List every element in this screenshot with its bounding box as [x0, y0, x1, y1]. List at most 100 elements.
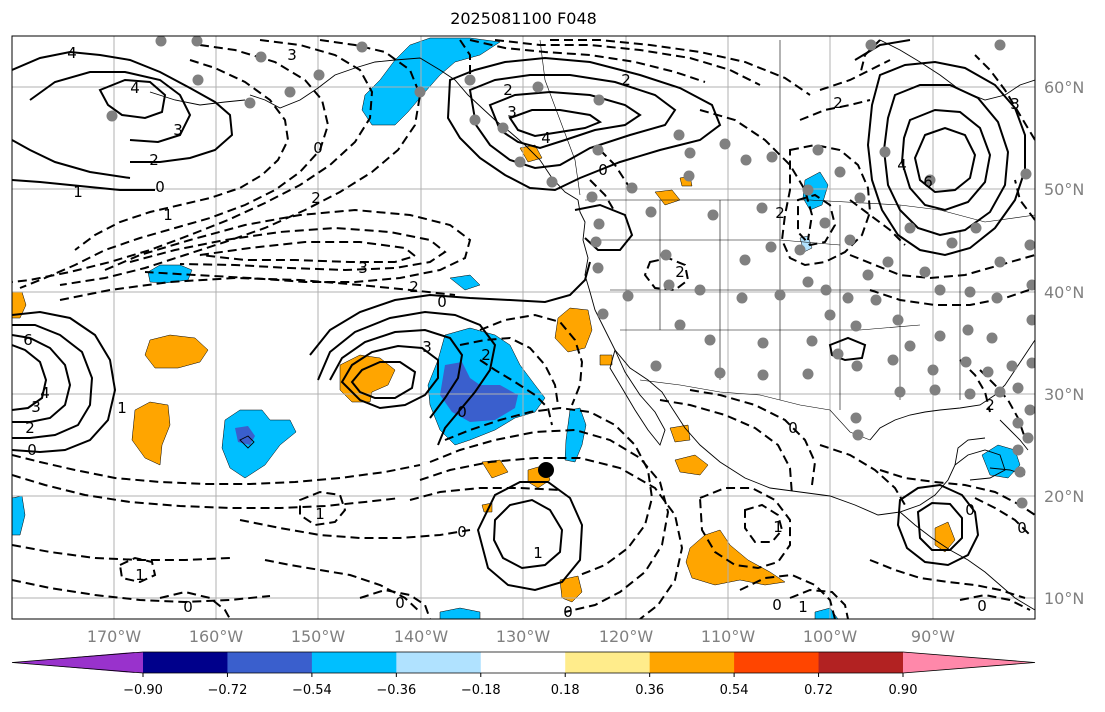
colorbar-segment — [734, 652, 820, 673]
shade-blue-hawaii — [221, 409, 297, 479]
contour-solid — [12, 324, 94, 439]
contour-solid — [913, 126, 977, 194]
contour-label: 0 — [457, 403, 467, 421]
latitude-labels: 60°N 50°N 40°N 30°N 20°N 10°N — [1044, 78, 1084, 608]
hawaii — [239, 435, 255, 449]
contour-dashed — [104, 208, 472, 283]
contour-label: 4 — [541, 129, 551, 147]
contour-lines — [12, 39, 1035, 619]
shade-orange-1 — [339, 354, 396, 403]
contour-label: 0 — [598, 161, 608, 179]
contour-dashed — [974, 54, 1035, 141]
contour-dashed — [479, 359, 553, 426]
contour-dashed — [429, 428, 670, 613]
contour-solid — [488, 90, 642, 150]
colorbar-tick-label: −0.18 — [461, 683, 501, 698]
lon-label-120w: 120°W — [599, 627, 654, 646]
contour-dashed — [589, 179, 616, 213]
yucatan — [954, 449, 1006, 481]
lon-label-100w: 100°W — [803, 627, 858, 646]
contour-label: 6 — [923, 173, 933, 191]
longitude-labels: 170°W 160°W 150°W 140°W 130°W 120°W 110°… — [87, 627, 955, 646]
contour-dashed — [599, 149, 629, 186]
contour-label: 2 — [833, 94, 843, 112]
aleutians — [149, 91, 246, 106]
contour-label: 1 — [315, 505, 325, 523]
contour-solid — [896, 483, 980, 567]
lat-label-30n: 30°N — [1044, 385, 1084, 404]
contour-dashed — [59, 276, 456, 301]
contour-label: 2 — [775, 204, 785, 222]
contour-dashed — [12, 544, 231, 561]
contour-dashed — [459, 39, 471, 75]
contour-dashed — [739, 573, 836, 619]
contour-label: 3 — [1010, 95, 1020, 113]
contour-dashed — [494, 39, 761, 86]
florida — [999, 419, 1029, 451]
contour-label: 0 — [457, 523, 467, 541]
storm-center-marker — [538, 462, 554, 478]
contour-label: 1 — [163, 206, 173, 224]
colorbar-tick-label: 0.72 — [804, 683, 833, 698]
lat-label-10n: 10°N — [1044, 589, 1084, 608]
lon-label-140w: 140°W — [394, 627, 449, 646]
contour-dashed — [12, 474, 401, 509]
colorbar-extend-max — [903, 652, 1035, 673]
colorbar-segment — [396, 652, 482, 673]
alaska-coast — [249, 57, 579, 201]
shade-orange-10 — [559, 575, 583, 603]
colorbar-tick-label: 0.36 — [635, 683, 664, 698]
shade-orange-15 — [599, 354, 613, 366]
shade-orange-14 — [934, 521, 956, 553]
contour-solid — [29, 71, 192, 144]
shade-blue-small2 — [449, 274, 481, 291]
contour-solid — [916, 501, 963, 551]
lat-label-20n: 20°N — [1044, 487, 1084, 506]
contour-dashed — [479, 313, 584, 406]
contour-dashed — [12, 579, 271, 604]
contour-dashed — [409, 487, 561, 501]
contour-label: 6 — [23, 331, 33, 349]
contour-dashed — [959, 593, 1031, 611]
contour-solid — [508, 109, 603, 138]
contour-dashed — [12, 39, 374, 283]
contour-solid — [828, 336, 867, 362]
contour-label: 3 — [422, 338, 432, 356]
contour-solid — [468, 74, 677, 170]
contour-dashed — [789, 588, 849, 619]
contour-solid — [350, 361, 417, 399]
colorbar-segment — [227, 652, 313, 673]
contour-dashed — [780, 143, 872, 267]
lon-label-110w: 110°W — [701, 627, 756, 646]
contour-dashed — [819, 444, 906, 506]
contour-label: 0 — [27, 441, 37, 459]
contour-label: 0 — [183, 598, 193, 616]
contour-solid — [446, 56, 722, 192]
contour-dashed — [239, 519, 471, 539]
colorbar-segment — [311, 652, 397, 673]
shade-orange-3 — [131, 401, 171, 466]
contour-dashed — [744, 503, 784, 543]
contour-solid — [900, 108, 992, 212]
shade-orange-4 — [554, 307, 593, 353]
contour-dashed — [797, 193, 837, 247]
contour-label: 1 — [117, 399, 127, 417]
shade-orange-7 — [669, 424, 691, 443]
lon-label-170w: 170°W — [87, 627, 142, 646]
contour-label: 1 — [798, 598, 808, 616]
contour-solid — [12, 139, 131, 179]
contour-dashed — [849, 199, 906, 246]
contour-label: 2 — [481, 346, 491, 364]
contour-label: 0 — [563, 603, 573, 621]
shade-blue-south — [439, 607, 481, 619]
colorbar-segment — [818, 652, 904, 673]
contour-dashed — [799, 99, 871, 121]
contour-dashed — [469, 39, 706, 83]
shade-orange-6 — [674, 454, 709, 476]
contour-dashed — [550, 39, 811, 96]
lon-label-90w: 90°W — [911, 627, 955, 646]
contour-label: 2 — [25, 419, 35, 437]
colorbar-tick-label: 0.90 — [889, 683, 918, 698]
